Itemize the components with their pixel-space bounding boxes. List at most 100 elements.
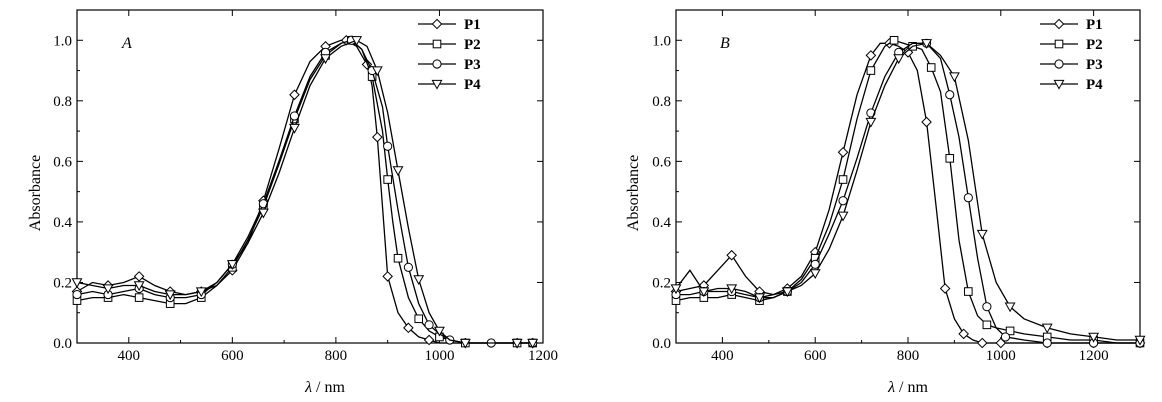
data-point-p1 xyxy=(423,334,435,346)
data-point-p3 xyxy=(810,259,820,269)
legend-label: P4 xyxy=(464,77,481,93)
x-axis-symbol: λ xyxy=(887,379,895,396)
data-point-p4 xyxy=(459,338,471,349)
data-point-p2 xyxy=(134,293,144,302)
legend-marker xyxy=(1053,79,1065,90)
data-point-p2 xyxy=(1005,326,1015,336)
data-point-p4 xyxy=(809,269,821,280)
plot-frame xyxy=(675,9,1141,344)
data-point-p3 xyxy=(963,193,973,203)
data-point-p4 xyxy=(102,284,114,295)
data-point-p1 xyxy=(133,271,145,282)
data-point-p1 xyxy=(372,131,383,143)
legend-marker xyxy=(431,18,443,30)
data-point-p3 xyxy=(945,90,955,100)
data-point-p4 xyxy=(392,166,404,177)
legend-label: P1 xyxy=(1086,17,1103,33)
data-point-p4 xyxy=(726,284,738,295)
data-point-p4 xyxy=(698,287,710,298)
data-point-p2 xyxy=(889,35,899,45)
legend-marker xyxy=(1054,59,1064,69)
legend-label: P1 xyxy=(464,17,481,33)
x-tick-label: 1200 xyxy=(1079,348,1109,364)
data-point-p4 xyxy=(1134,335,1146,346)
data-point-p1 xyxy=(976,337,988,349)
y-tick-label: 1.0 xyxy=(652,33,671,49)
data-point-p4 xyxy=(893,54,905,65)
y-tick-label: 0.4 xyxy=(53,215,72,231)
data-point-p4 xyxy=(71,278,83,289)
data-point-p4 xyxy=(433,326,445,337)
y-tick-label: 0.0 xyxy=(652,336,671,352)
data-point-p1 xyxy=(726,249,737,261)
data-point-p4 xyxy=(511,338,523,349)
x-axis-symbol: λ xyxy=(304,379,312,396)
data-point-p3 xyxy=(424,320,434,330)
data-point-p4 xyxy=(1004,302,1016,313)
chart-panel-a: A Absorbance λ / nm 400 600 800 1000 1200 0.0… xyxy=(27,9,558,396)
y-tick-label: 0.8 xyxy=(53,94,72,110)
series-line-p1 xyxy=(675,42,1140,344)
data-point-p4 xyxy=(837,211,849,222)
series-line-p1 xyxy=(76,39,533,344)
legend-label: P2 xyxy=(464,37,481,53)
data-point-p2 xyxy=(414,314,424,324)
data-point-p4 xyxy=(195,287,207,298)
data-point-p1 xyxy=(939,283,951,294)
data-point-p2 xyxy=(926,63,936,72)
data-point-p4 xyxy=(948,72,960,83)
x-tick-label: 600 xyxy=(221,348,244,364)
panel-label: B xyxy=(720,35,730,52)
chart-panel-b: B Absorbance λ / nm 400 600 800 1000 1200 0.0… xyxy=(625,9,1146,396)
x-axis-unit: / nm xyxy=(895,379,928,396)
series-line-p4 xyxy=(675,42,1140,341)
data-point-p4 xyxy=(371,66,383,77)
x-tick-label: 1000 xyxy=(424,348,454,364)
legend-marker xyxy=(1054,39,1064,49)
y-tick-label: 0.6 xyxy=(652,154,671,170)
series-line-p2 xyxy=(76,39,533,344)
data-point-p4 xyxy=(133,281,145,292)
y-axis-title: Absorbance xyxy=(27,155,44,231)
x-axis-title: λ / nm xyxy=(887,379,928,396)
data-point-p2 xyxy=(964,287,973,296)
panel-label: A xyxy=(121,35,132,52)
series-line-p2 xyxy=(675,39,1140,344)
legend-label: P3 xyxy=(1086,57,1103,73)
data-point-p4 xyxy=(226,260,238,270)
y-tick-label: 0.6 xyxy=(53,154,72,170)
data-point-p2 xyxy=(393,253,403,263)
data-point-p4 xyxy=(754,293,765,304)
data-point-p3 xyxy=(982,302,992,312)
legend-marker xyxy=(432,39,442,49)
data-point-p3 xyxy=(403,262,413,272)
y-tick-label: 0.2 xyxy=(652,275,671,291)
y-tick-label: 0.8 xyxy=(652,94,671,110)
data-point-p3 xyxy=(1000,332,1011,342)
data-point-p4 xyxy=(164,290,176,301)
data-point-p4 xyxy=(670,284,682,295)
y-tick-label: 0.0 xyxy=(53,336,72,352)
x-tick-label: 600 xyxy=(804,348,827,364)
data-point-p2 xyxy=(945,154,955,163)
data-point-p4 xyxy=(781,287,793,298)
data-point-p4 xyxy=(351,36,363,46)
x-tick-label: 800 xyxy=(897,348,920,364)
data-point-p1 xyxy=(995,337,1007,349)
legend-label: P3 xyxy=(464,57,481,73)
y-tick-label: 0.2 xyxy=(53,275,72,291)
x-tick-label: 400 xyxy=(711,348,734,364)
data-point-p1 xyxy=(837,146,849,158)
data-point-p1 xyxy=(921,116,932,128)
data-point-p1 xyxy=(382,271,393,282)
x-tick-label: 1200 xyxy=(528,348,558,364)
data-point-p2 xyxy=(383,175,392,184)
data-point-p3 xyxy=(72,289,82,300)
x-tick-label: 400 xyxy=(118,348,141,364)
data-point-p4 xyxy=(1041,323,1053,334)
data-point-p1 xyxy=(865,50,877,61)
data-point-p2 xyxy=(838,175,848,184)
y-axis-title: Absorbance xyxy=(625,155,642,231)
data-point-p2 xyxy=(866,66,876,75)
